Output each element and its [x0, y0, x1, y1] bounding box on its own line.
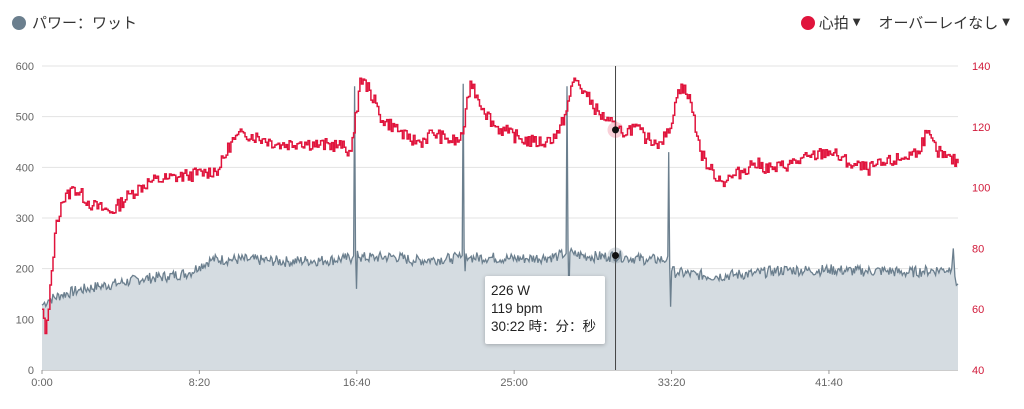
x-tick-label: 41:40	[815, 377, 843, 389]
legend-power[interactable]: パワー：ワット	[12, 12, 137, 33]
power-series-line	[41, 83, 959, 309]
left-tick-label: 500	[16, 112, 34, 124]
chevron-down-icon: ▼	[1002, 17, 1010, 28]
left-tick-label: 200	[16, 264, 34, 276]
right-tick-label: 40	[972, 365, 984, 377]
right-tick-label: 80	[972, 243, 984, 255]
left-tick-label: 0	[28, 365, 34, 377]
tooltip-power: 226 W	[491, 283, 531, 298]
data-tooltip: 226 W 119 bpm 30:22 時：分：秒	[485, 276, 605, 344]
right-axis-ticks: 40 60 80 100 120 140	[972, 61, 990, 377]
x-axis-ticks: 0:00 8:20 16:40 25:00 33:20 41:40	[31, 370, 843, 389]
chevron-down-icon: ▼	[852, 17, 861, 28]
heart-rate-marker	[612, 126, 620, 134]
tooltip-heart-rate: 119 bpm	[491, 301, 543, 316]
legend-power-label: パワー：ワット	[32, 14, 138, 32]
right-tick-label: 100	[972, 183, 990, 195]
right-tick-label: 140	[972, 61, 990, 73]
power-marker	[612, 251, 620, 259]
x-tick-label: 25:00	[500, 377, 528, 389]
left-tick-label: 300	[16, 213, 34, 225]
overlay-selector-label: オーバーレイなし	[878, 14, 999, 32]
x-tick-label: 33:20	[658, 377, 686, 389]
x-tick-label: 8:20	[189, 377, 210, 389]
left-tick-label: 600	[16, 61, 34, 73]
left-tick-label: 100	[16, 314, 34, 326]
power-series-area	[42, 83, 958, 370]
power-legend-dot-icon	[12, 15, 26, 30]
tooltip-time: 30:22 時：分：秒	[491, 319, 597, 334]
overlay-selector[interactable]: オーバーレイなし ▼	[878, 12, 1010, 33]
right-tick-label: 120	[972, 122, 990, 134]
heart-rate-legend-dot-icon	[800, 15, 815, 30]
right-tick-label: 60	[972, 304, 984, 316]
left-axis-ticks: 0 100 200 300 400 500 600	[16, 61, 34, 377]
x-tick-label: 16:40	[343, 377, 371, 389]
heart-rate-selector[interactable]: 心拍 ▼	[800, 12, 861, 33]
legend-right-controls: 心拍 ▼ オーバーレイなし ▼	[800, 12, 1010, 33]
left-tick-label: 400	[16, 162, 34, 174]
x-tick-label: 0:00	[31, 377, 52, 389]
heart-rate-selector-label: 心拍	[818, 14, 849, 32]
heart-rate-series-line	[42, 77, 959, 335]
